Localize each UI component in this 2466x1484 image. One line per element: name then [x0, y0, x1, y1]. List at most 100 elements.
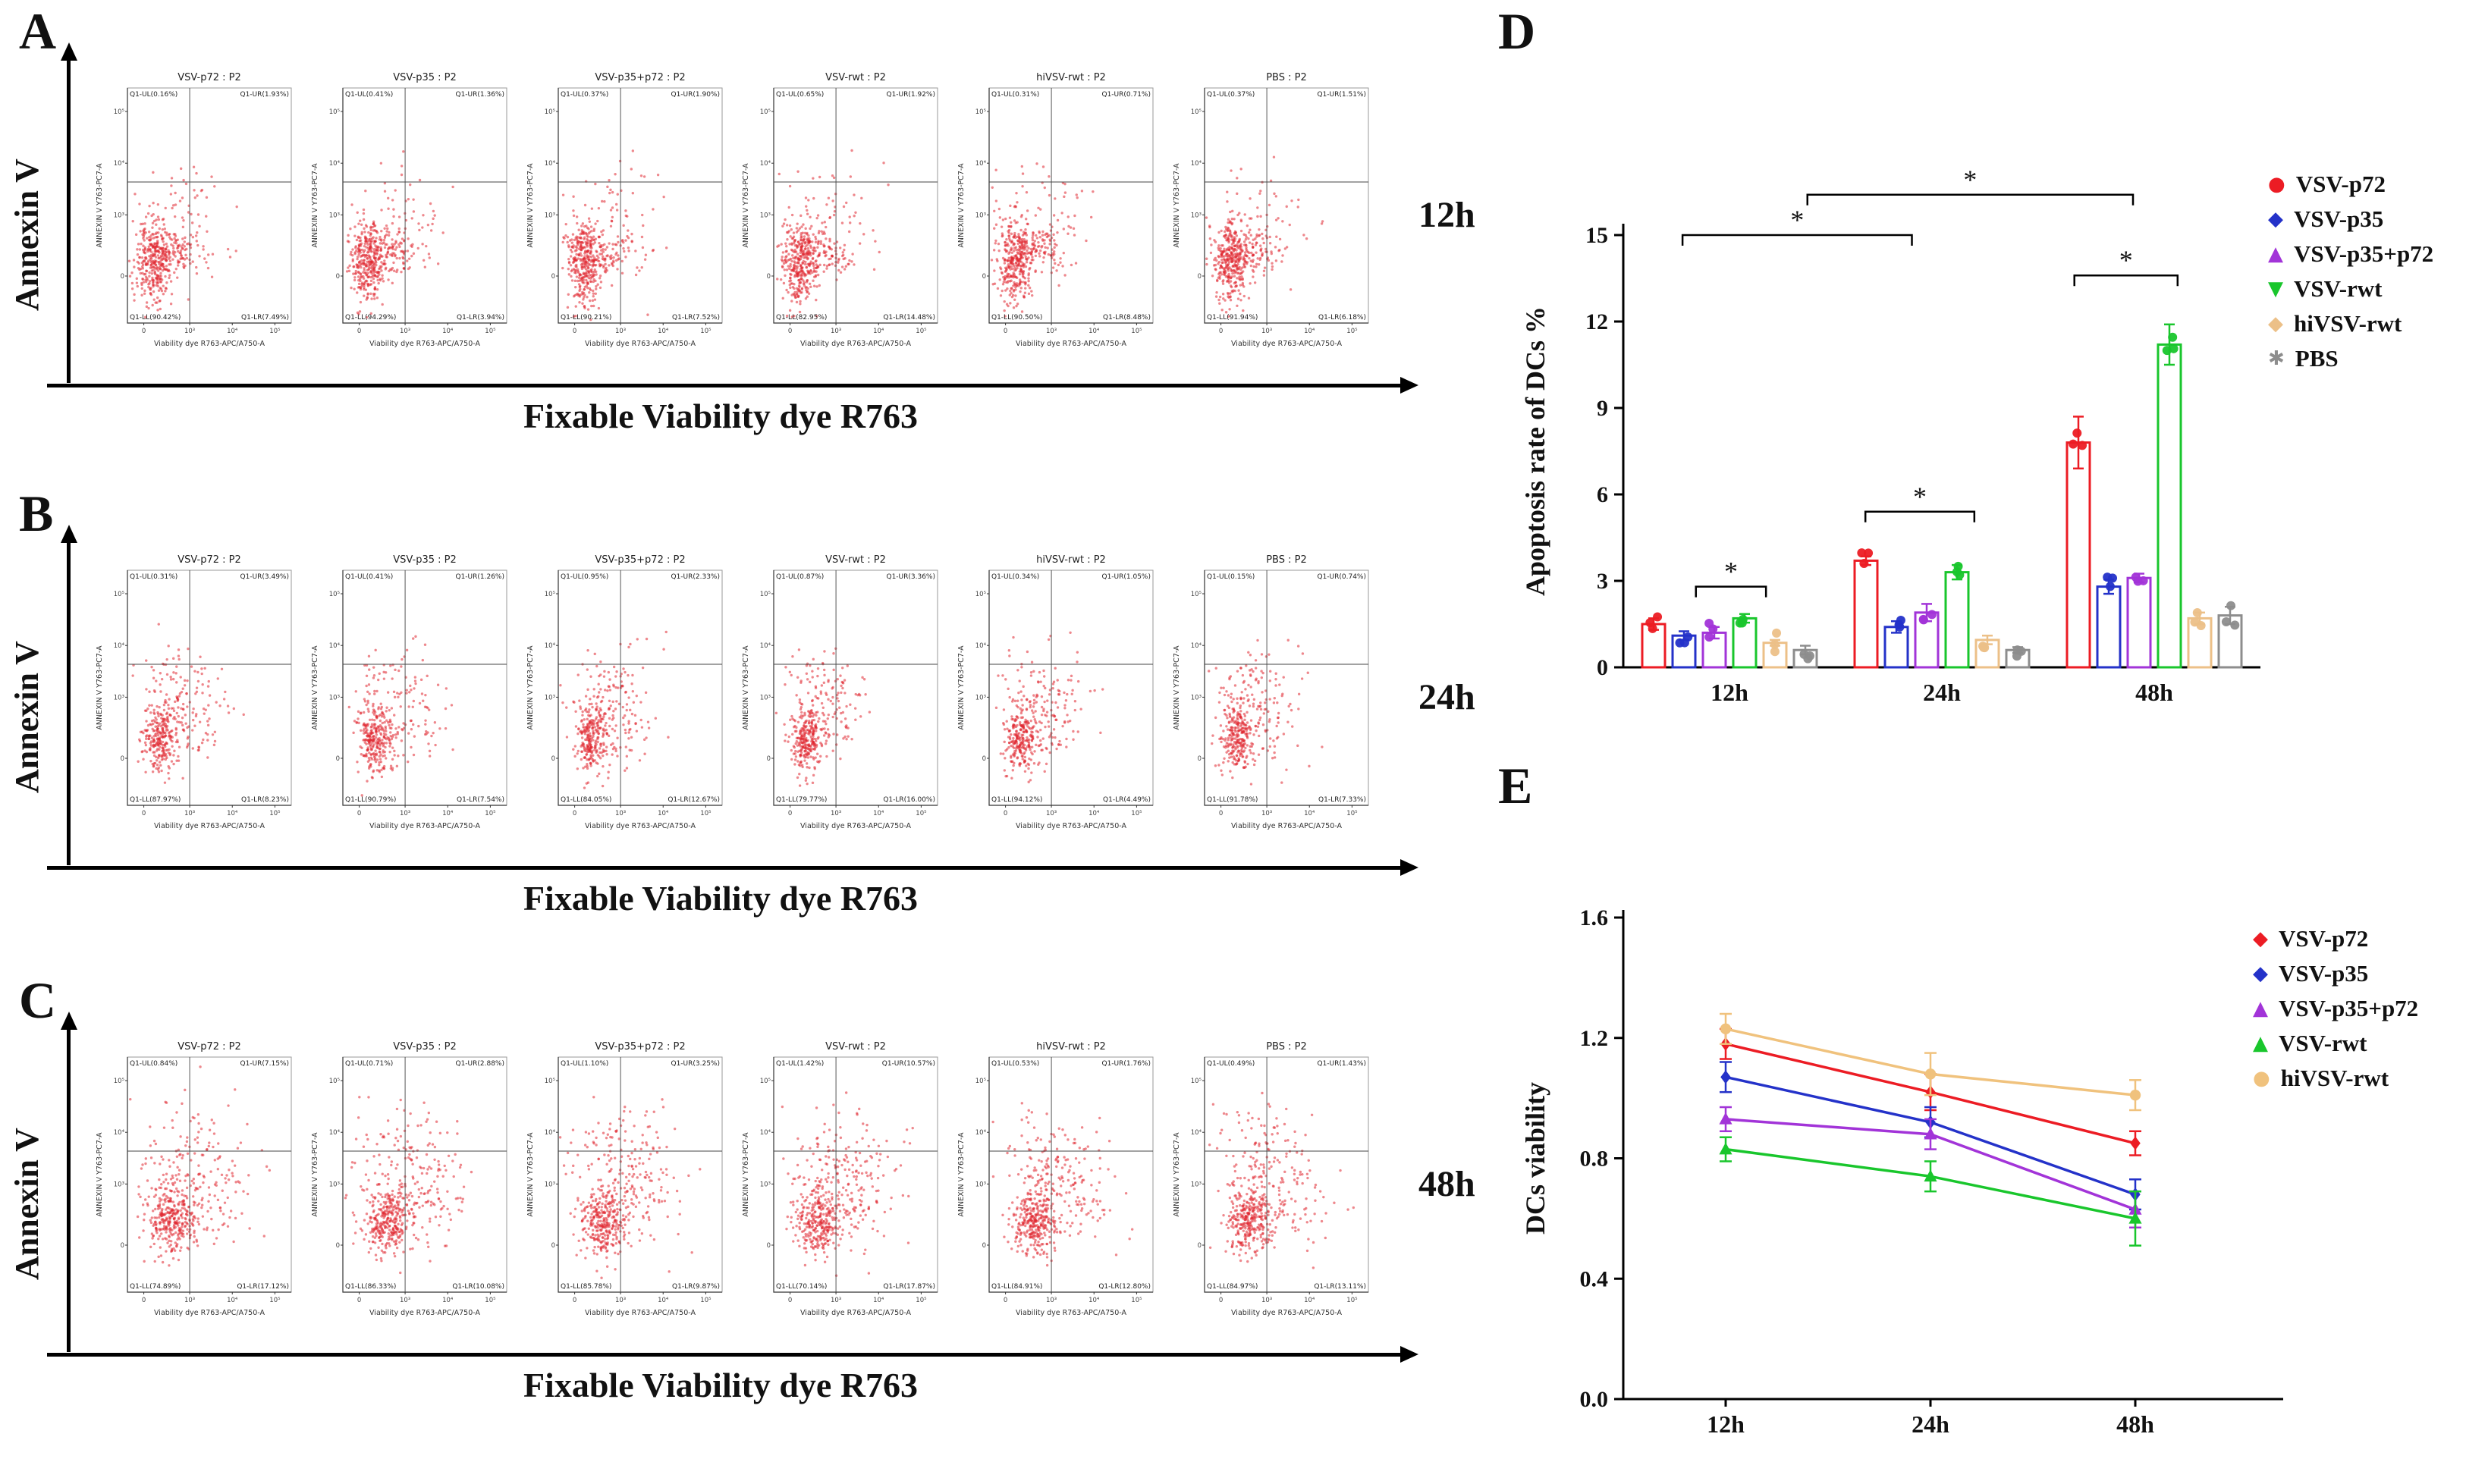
svg-text:10⁴: 10⁴ — [1088, 328, 1100, 335]
flow-plot-b-4: VSV-rwt : P2 ANNEXIN V Y763-PC7-A 10⁵ 10⁴ 10… — [742, 554, 938, 830]
panel-b-y-axis-label: Annexin V — [8, 641, 46, 794]
legend-item-hiVSV-rwt: ◆ hiVSV-rwt — [2268, 310, 2433, 337]
diamond-icon: ◆ — [2253, 927, 2268, 950]
svg-text:ANNEXIN V Y763-PC7-A: ANNEXIN V Y763-PC7-A — [957, 645, 966, 730]
svg-text:10³: 10³ — [545, 694, 555, 701]
svg-text:10³: 10³ — [114, 694, 124, 701]
svg-text:Viability dye R763-APC/A750-A: Viability dye R763-APC/A750-A — [1231, 340, 1342, 348]
legend-item-PBS: ✱ PBS — [2268, 345, 2433, 372]
svg-text:Viability dye R763-APC/A750-A: Viability dye R763-APC/A750-A — [154, 822, 265, 830]
svg-text:0: 0 — [788, 328, 792, 335]
flow-plot-a-6: PBS : P2 ANNEXIN V Y763-PC7-A 10⁵ 10⁴ 10³ 0 0 1… — [1173, 72, 1369, 348]
bar-VSV-rwt-48h — [2157, 323, 2182, 669]
svg-text:10⁴: 10⁴ — [1191, 160, 1202, 168]
bar-VSV-rwt-24h — [1944, 561, 1970, 669]
svg-text:10³: 10³ — [1046, 810, 1057, 817]
svg-text:VSV-p72 : P2: VSV-p72 : P2 — [177, 554, 241, 566]
svg-text:0: 0 — [121, 755, 124, 763]
svg-text:0: 0 — [767, 273, 771, 281]
bar-PBS-48h — [2217, 601, 2243, 669]
svg-text:Q1-LR(14.48%): Q1-LR(14.48%) — [883, 314, 935, 322]
bar-VSV-p35+p72-48h — [2126, 573, 2152, 669]
svg-text:0: 0 — [1004, 810, 1007, 817]
svg-text:0: 0 — [357, 810, 361, 817]
svg-text:ANNEXIN V Y763-PC7-A: ANNEXIN V Y763-PC7-A — [96, 645, 104, 730]
line-series-VSV-rwt — [1719, 1136, 2142, 1247]
svg-text:Q1-LL(90.50%): Q1-LL(90.50%) — [991, 314, 1042, 322]
svg-text:ANNEXIN V Y763-PC7-A: ANNEXIN V Y763-PC7-A — [742, 163, 750, 248]
asterisk-icon: ✱ — [2268, 347, 2285, 370]
panel-c: C Annexin V VSV-p72 : P2 ANNEXIN V Y763-P… — [0, 969, 1479, 1443]
scatter-points — [129, 1065, 272, 1267]
svg-text:10⁴: 10⁴ — [873, 810, 884, 817]
svg-text:10⁴: 10⁴ — [114, 642, 125, 650]
svg-text:VSV-p35+p72 : P2: VSV-p35+p72 : P2 — [595, 554, 685, 566]
flow-plot-b-5: hiVSV-rwt : P2 ANNEXIN V Y763-PC7-A 10⁵ 10⁴… — [957, 554, 1154, 830]
svg-text:Q1-UL(0.41%): Q1-UL(0.41%) — [345, 573, 393, 581]
triangle-icon: ▲ — [2268, 243, 2283, 265]
legend-item-VSV-rwt: ▲ VSV-rwt — [2253, 1030, 2418, 1057]
panel-a-y-axis-arrow — [61, 42, 77, 383]
svg-text:0: 0 — [336, 755, 340, 763]
svg-text:Q1-UL(0.95%): Q1-UL(0.95%) — [561, 573, 608, 581]
flow-plot-b-3: VSV-p35+p72 : P2 ANNEXIN V Y763-PC7-A 10⁵ 1… — [526, 554, 723, 830]
diamond-icon: ◆ — [2268, 208, 2283, 231]
panel-b-time-label: 24h — [1418, 677, 1475, 717]
svg-text:10⁴: 10⁴ — [658, 328, 669, 335]
svg-text:10⁵: 10⁵ — [760, 591, 771, 598]
svg-text:10³: 10³ — [760, 694, 771, 701]
svg-text:10⁵: 10⁵ — [1131, 810, 1142, 817]
svg-text:10⁵: 10⁵ — [1346, 328, 1357, 335]
svg-text:Q1-UL(0.37%): Q1-UL(0.37%) — [1207, 91, 1255, 99]
svg-text:10³: 10³ — [400, 328, 410, 335]
svg-text:0: 0 — [1004, 328, 1007, 335]
panel-b-x-axis-arrow — [47, 859, 1418, 876]
svg-text:10⁴: 10⁴ — [658, 810, 669, 817]
svg-text:10³: 10³ — [184, 328, 195, 335]
svg-text:0: 0 — [573, 328, 576, 335]
svg-text:0: 0 — [357, 328, 361, 335]
svg-text:0: 0 — [336, 273, 340, 281]
svg-text:Q1-LR(8.23%): Q1-LR(8.23%) — [241, 796, 289, 804]
svg-text:hiVSV-rwt : P2: hiVSV-rwt : P2 — [1036, 554, 1106, 566]
svg-text:Q1-LL(94.29%): Q1-LL(94.29%) — [345, 314, 396, 322]
svg-text:10⁴: 10⁴ — [442, 810, 454, 817]
scatter-points — [345, 150, 454, 319]
scatter-points — [994, 631, 1104, 783]
svg-text:10⁵: 10⁵ — [269, 328, 280, 335]
svg-text:10³: 10³ — [1191, 212, 1202, 219]
svg-text:Q1-UR(1.90%): Q1-UR(1.90%) — [671, 91, 720, 99]
svg-text:10⁵: 10⁵ — [545, 591, 555, 598]
legend-label: VSV-rwt — [2294, 275, 2383, 302]
svg-text:VSV-p35+p72 : P2: VSV-p35+p72 : P2 — [595, 72, 685, 83]
flow-plot-a-1: VSV-p72 : P2 ANNEXIN V Y763-PC7-A 10⁵ 10⁴ 10… — [96, 72, 292, 348]
svg-text:Q1-UR(1.36%): Q1-UR(1.36%) — [455, 91, 504, 99]
circle-icon: ● — [2268, 173, 2285, 196]
svg-text:0: 0 — [551, 273, 555, 281]
bar-VSV-p35-24h — [1883, 616, 1909, 669]
bar-VSV-p35+p72-12h — [1701, 619, 1727, 669]
bar-VSV-p35-48h — [2096, 573, 2122, 669]
svg-text:10³: 10³ — [329, 212, 340, 219]
svg-text:Q1-UR(3.36%): Q1-UR(3.36%) — [886, 573, 935, 581]
svg-text:10⁵: 10⁵ — [114, 591, 124, 598]
bar-hiVSV-rwt-12h — [1762, 628, 1788, 669]
svg-text:VSV-rwt : P2: VSV-rwt : P2 — [825, 554, 886, 566]
panel-c-x-axis-label: Fixable Viability dye R763 — [523, 1366, 919, 1404]
svg-text:Viability dye R763-APC/A750-A: Viability dye R763-APC/A750-A — [1016, 340, 1126, 348]
svg-text:Q1-UL(0.16%): Q1-UL(0.16%) — [130, 91, 177, 99]
triangle-icon: ▲ — [2253, 1032, 2268, 1055]
panel-c-time-label: 48h — [1418, 1164, 1475, 1204]
panel-a-letter: A — [19, 2, 57, 60]
svg-text:10⁴: 10⁴ — [545, 642, 556, 650]
svg-text:Viability dye R763-APC/A750-A: Viability dye R763-APC/A750-A — [369, 822, 480, 830]
svg-text:VSV-p35 : P2: VSV-p35 : P2 — [393, 554, 457, 566]
legend-item-VSV-p72: ● VSV-p72 — [2268, 171, 2433, 198]
svg-text:Q1-UR(1.51%): Q1-UR(1.51%) — [1317, 91, 1366, 99]
svg-text:10³: 10³ — [615, 810, 626, 817]
svg-text:Q1-LL(82.95%): Q1-LL(82.95%) — [776, 314, 827, 322]
